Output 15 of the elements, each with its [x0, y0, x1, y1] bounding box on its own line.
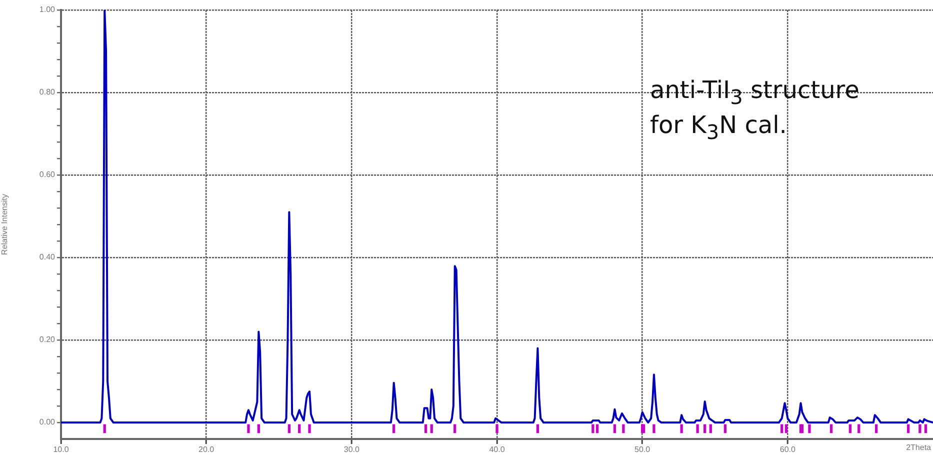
x-tick-label: 40.0 — [489, 445, 506, 454]
x-axis-title: 2Theta — [906, 443, 931, 452]
y-tick-label: 0.40 — [39, 252, 56, 262]
y-tick-label: 0.60 — [39, 170, 56, 180]
y-axis-title: Relative Intensity — [0, 194, 10, 255]
annotation: for K$_{3}$N cal. — [650, 110, 788, 146]
x-tick-label: 30.0 — [344, 445, 360, 454]
y-tick-label: 1.00 — [39, 5, 56, 14]
y-tick-label: 0.20 — [39, 335, 56, 344]
x-tick-label: 20.0 — [198, 445, 215, 454]
x-tick-label: 10.0 — [53, 445, 70, 454]
y-tick-label: 0.80 — [39, 88, 56, 97]
x-tick-label: 60.0 — [780, 445, 796, 454]
y-tick-label: 0.00 — [39, 418, 56, 427]
x-tick-label: 50.0 — [634, 445, 651, 454]
